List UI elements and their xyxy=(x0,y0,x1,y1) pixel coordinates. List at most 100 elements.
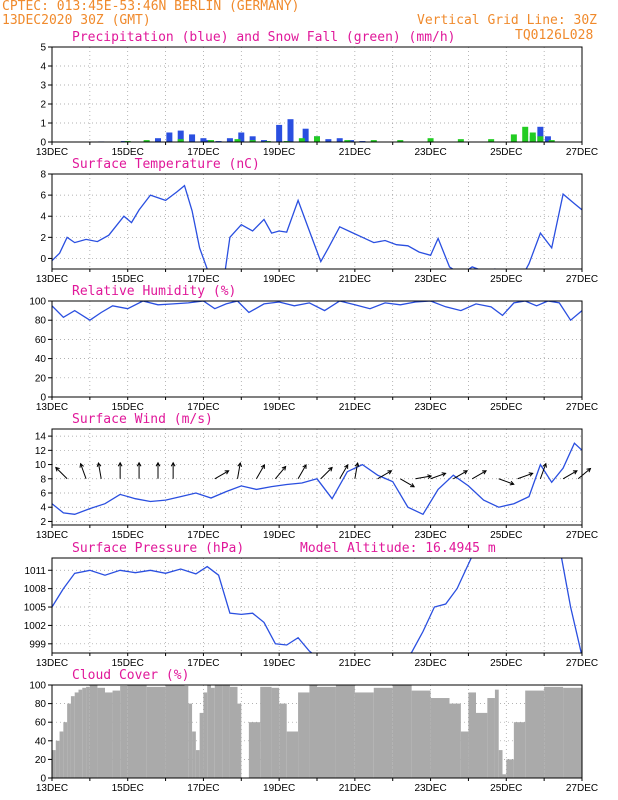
cloud-bar xyxy=(52,750,56,778)
wind-arrow xyxy=(562,470,578,480)
precip-bar xyxy=(155,138,161,142)
precip-bar xyxy=(166,132,173,142)
x-tick-label: 27DEC xyxy=(566,402,598,413)
y-tick-label: 6 xyxy=(40,489,46,500)
y-tick-label: 2 xyxy=(40,233,46,244)
y-tick-label: 1011 xyxy=(24,566,46,577)
y-tick-label: 0 xyxy=(40,254,46,265)
cloud-bar xyxy=(544,686,564,778)
precip-bar xyxy=(287,119,294,142)
panel-title: Cloud Cover (%) xyxy=(72,668,189,683)
y-tick-label: 80 xyxy=(35,316,47,327)
cloud-bar xyxy=(203,692,208,778)
wind-arrow-head xyxy=(387,470,393,475)
cloud-bar xyxy=(67,703,71,778)
x-tick-label: 15DEC xyxy=(112,402,144,413)
x-tick-label: 17DEC xyxy=(187,402,219,413)
cloud-bar xyxy=(476,712,488,778)
y-tick-label: 8 xyxy=(40,474,46,485)
precip-bar xyxy=(204,140,211,142)
panel-1: 0 1 2 3 4 5 13DEC 15DEC 17DEC 19DEC 21DEC 23DEC 25DE… xyxy=(36,30,598,158)
location-header: CPTEC: 013:45E-53:46N BERLIN (GERMANY) xyxy=(2,0,300,14)
cloud-bar xyxy=(229,686,238,778)
y-tick-label: 0 xyxy=(40,138,46,149)
model-id-header: TQ0126L028 xyxy=(515,28,594,43)
cloud-bar xyxy=(335,685,355,778)
x-tick-label: 15DEC xyxy=(112,658,144,669)
x-tick-label: 23DEC xyxy=(414,530,446,541)
wind-arrow xyxy=(297,464,307,480)
wind-arrow xyxy=(498,478,514,485)
wind-arrow-head xyxy=(586,467,592,473)
plot-area xyxy=(52,558,582,653)
x-tick-label: 27DEC xyxy=(566,530,598,541)
date-header: 13DEC2020 30Z (GMT) xyxy=(2,13,151,28)
precip-bar xyxy=(143,140,150,142)
plot-area xyxy=(52,301,582,322)
x-tick-label: 17DEC xyxy=(187,783,219,794)
wind-arrow-head xyxy=(410,483,416,488)
plot-area xyxy=(86,119,555,142)
x-tick-label: 23DEC xyxy=(414,402,446,413)
precip-bar xyxy=(261,140,267,142)
x-tick-label: 13DEC xyxy=(36,530,68,541)
wind-arrow xyxy=(237,462,241,479)
precip-bar xyxy=(325,139,332,142)
precip-bar xyxy=(200,138,207,142)
wind-arrow xyxy=(354,462,359,479)
precip-bar xyxy=(537,126,544,142)
x-tick-label: 21DEC xyxy=(339,402,371,413)
x-tick-label: 27DEC xyxy=(566,147,598,158)
x-tick-label: 13DEC xyxy=(36,658,68,669)
precip-bar xyxy=(457,139,464,142)
y-tick-label: 14 xyxy=(35,432,47,443)
cloud-bar xyxy=(112,690,121,778)
panel-title: Precipitation (blue) and Snow Fall (gree… xyxy=(72,30,456,45)
cloud-bar xyxy=(97,687,105,778)
panel-2: 0 2 4 6 8 13DEC 15DEC 17DEC 19DEC 21DEC 23DEC 25DEC… xyxy=(36,157,598,285)
cloud-bar xyxy=(120,685,128,778)
x-tick-label: 25DEC xyxy=(490,402,522,413)
x-tick-label: 13DEC xyxy=(36,147,68,158)
precip-bar xyxy=(189,134,196,142)
y-tick-label: 1008 xyxy=(24,584,47,595)
cloud-bar xyxy=(279,703,287,778)
precip-bar xyxy=(249,140,256,142)
wind-arrow-head xyxy=(328,466,333,472)
cloud-bar xyxy=(506,759,514,778)
y-tick-label: 4 xyxy=(40,503,46,514)
precip-bar xyxy=(510,134,517,142)
cloud-bar xyxy=(298,692,310,778)
x-tick-label: 17DEC xyxy=(187,530,219,541)
wind-arrow xyxy=(97,462,102,479)
x-tick-label: 15DEC xyxy=(112,530,144,541)
cloud-bar xyxy=(430,698,450,778)
wind-arrow xyxy=(377,470,392,480)
cloud-bar xyxy=(286,731,299,778)
y-tick-label: 20 xyxy=(35,755,47,766)
cloud-bar xyxy=(487,698,495,778)
cloud-bar xyxy=(192,731,196,778)
y-tick-label: 60 xyxy=(35,335,47,346)
precip-bar xyxy=(488,139,495,142)
x-tick-label: 23DEC xyxy=(414,658,446,669)
wind-arrow xyxy=(415,475,432,480)
x-tick-label: 19DEC xyxy=(263,402,295,413)
wind-arrow xyxy=(400,478,415,488)
cloud-bar xyxy=(498,750,503,778)
x-tick-label: 25DEC xyxy=(490,274,522,285)
cloud-bar xyxy=(317,686,336,778)
wind-arrow-head xyxy=(354,461,360,467)
panel-title: Relative Humidity (%) xyxy=(72,284,236,299)
precip-bar xyxy=(522,126,529,142)
cloud-bar xyxy=(127,685,147,778)
y-tick-label: 3 xyxy=(40,81,46,92)
x-tick-label: 27DEC xyxy=(566,274,598,285)
x-tick-label: 21DEC xyxy=(339,530,371,541)
precip-bar xyxy=(234,139,241,142)
precip-bar xyxy=(177,139,184,142)
x-tick-label: 19DEC xyxy=(263,783,295,794)
y-tick-label: 80 xyxy=(35,699,47,710)
wind-arrow xyxy=(517,472,533,480)
cloud-bar xyxy=(55,740,60,778)
